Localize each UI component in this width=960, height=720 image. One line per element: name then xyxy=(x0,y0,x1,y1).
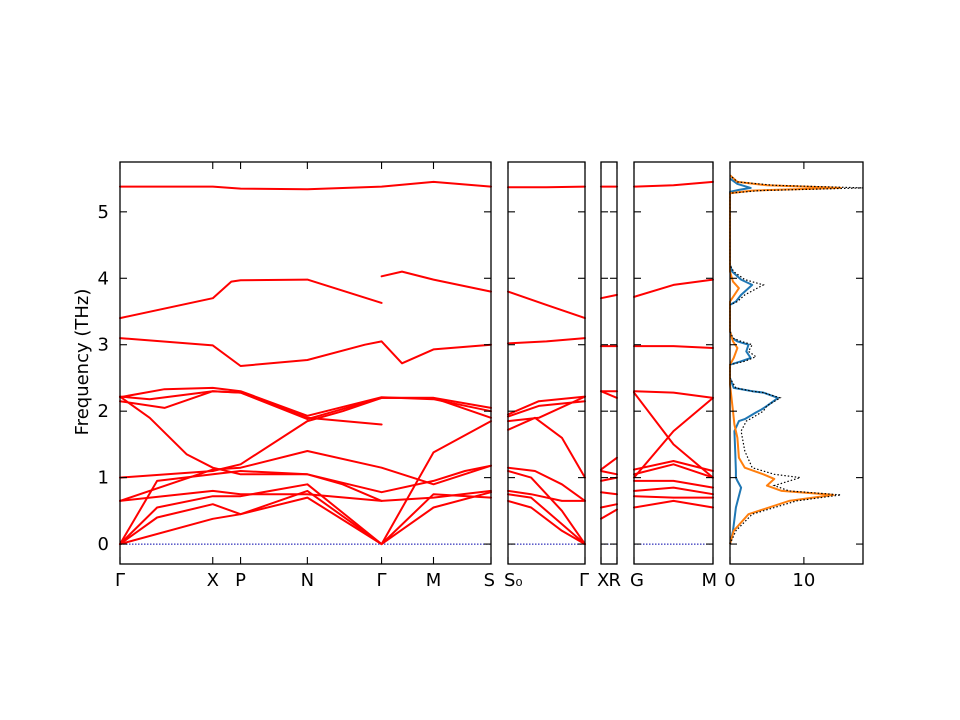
band-1-14 xyxy=(119,489,492,546)
band-2-2 xyxy=(507,290,586,320)
ytick-label-6: 5 xyxy=(98,202,109,223)
band-4-11 xyxy=(633,495,714,499)
band-1-10 xyxy=(119,450,492,502)
band-2-11 xyxy=(507,493,586,546)
band-3-2 xyxy=(600,293,618,300)
band-1-3 xyxy=(380,270,492,293)
ytick-label-1: 0 xyxy=(98,534,109,555)
band-1-11 xyxy=(119,464,492,546)
axis-ticks xyxy=(119,162,863,564)
band-3-10 xyxy=(600,503,618,509)
band-1-8 xyxy=(119,395,383,502)
panel-frame-3 xyxy=(600,161,618,565)
dos-series-3 xyxy=(729,174,864,545)
ytick-label-4: 3 xyxy=(98,335,109,356)
band-1-13 xyxy=(119,483,492,546)
band-4-12 xyxy=(633,499,714,509)
band-2-4 xyxy=(507,395,586,416)
xtick-label-4-2: M xyxy=(701,570,717,591)
xtick-label-3-2: R xyxy=(608,570,621,591)
panel-frame-5 xyxy=(729,161,864,565)
xtick-label-2-1: S₀ xyxy=(504,570,523,591)
band-lines xyxy=(119,180,714,546)
ytick-label-5: 4 xyxy=(98,268,109,289)
band-2-9 xyxy=(507,470,586,546)
band-1-7 xyxy=(119,390,383,426)
y-axis-label: Frequency (THz) xyxy=(72,289,93,436)
band-3-11 xyxy=(600,508,618,520)
band-4-10 xyxy=(633,486,714,496)
xtick-label-1-6: M xyxy=(426,570,442,591)
band-4-8 xyxy=(633,463,714,479)
band-4-6 xyxy=(633,396,714,479)
ytick-label-3: 2 xyxy=(98,401,109,422)
band-2-12 xyxy=(507,499,586,546)
panel-frame-4 xyxy=(633,161,714,565)
xtick-label-1-5: Γ xyxy=(377,570,387,591)
dos-series-1 xyxy=(729,177,779,545)
panel-frame-2 xyxy=(507,161,586,565)
band-3-4 xyxy=(600,390,618,399)
band-2-8 xyxy=(507,466,586,502)
band-1-5 xyxy=(119,386,492,417)
xtick-label-2-2: Γ xyxy=(579,570,589,591)
xtick-label-3-1: X xyxy=(597,570,609,591)
band-3-7 xyxy=(600,470,618,476)
band-1-4 xyxy=(119,337,492,367)
xtick-label-1-1: Γ xyxy=(115,570,125,591)
xtick-label-1-2: X xyxy=(207,570,219,591)
xtick-label-1-4: N xyxy=(301,570,314,591)
band-2-3 xyxy=(507,337,586,345)
band-1-1 xyxy=(119,180,492,191)
band-4-7 xyxy=(633,460,714,472)
dos-xtick-label-1: 0 xyxy=(724,570,735,591)
band-1-9 xyxy=(119,396,492,479)
panel-frame-1 xyxy=(119,161,492,565)
ytick-label-2: 1 xyxy=(98,468,109,489)
band-3-6 xyxy=(600,456,618,471)
band-2-10 xyxy=(507,489,586,502)
band-1-12 xyxy=(119,489,492,502)
xtick-label-1-3: P xyxy=(235,570,246,591)
band-4-3 xyxy=(633,345,714,349)
dos-curves xyxy=(729,174,864,545)
band-4-5 xyxy=(633,391,714,479)
band-2-6 xyxy=(507,395,586,423)
xtick-label-1-7: S xyxy=(484,570,495,591)
band-3-9 xyxy=(600,491,618,496)
band-2-1 xyxy=(507,185,586,189)
band-1-15 xyxy=(119,420,492,546)
xtick-label-4-1: G xyxy=(630,570,644,591)
band-4-4 xyxy=(633,390,714,399)
band-1-2 xyxy=(119,278,383,320)
band-4-9 xyxy=(633,479,714,489)
axes-frames xyxy=(119,161,864,565)
band-2-7 xyxy=(507,416,586,479)
band-4-2 xyxy=(633,278,714,298)
band-4-1 xyxy=(633,180,714,188)
dos-xtick-label-2: 10 xyxy=(792,570,815,591)
